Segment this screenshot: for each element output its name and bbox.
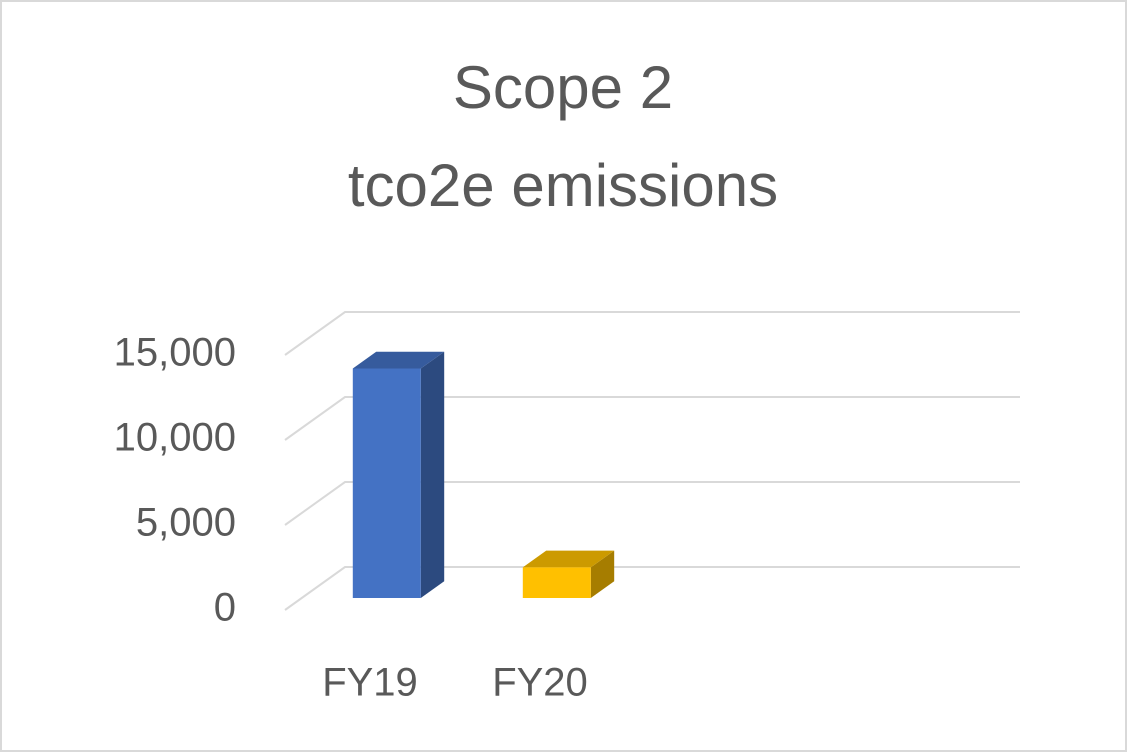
bar-side	[420, 351, 445, 598]
grid-line	[284, 396, 1020, 441]
y-tick-label: 15,000	[114, 331, 236, 375]
x-tick-label: FY19	[322, 661, 418, 705]
bar-side	[590, 550, 615, 598]
y-tick-label: 0	[214, 586, 236, 630]
grid-line	[284, 481, 1020, 526]
y-tick-label: 5,000	[136, 501, 236, 545]
bar	[352, 351, 445, 598]
bar-top	[352, 351, 445, 369]
chart-title: tco2e emissions	[348, 152, 778, 219]
bar	[522, 550, 615, 598]
x-tick-label: FY20	[492, 661, 588, 705]
bar-front	[352, 368, 421, 598]
bar-top	[522, 550, 615, 568]
chart-title: Scope 2	[453, 54, 673, 121]
grid-line	[284, 566, 1020, 611]
y-tick-label: 10,000	[114, 416, 236, 460]
grid-line	[284, 311, 1020, 356]
bar-front	[522, 567, 591, 598]
